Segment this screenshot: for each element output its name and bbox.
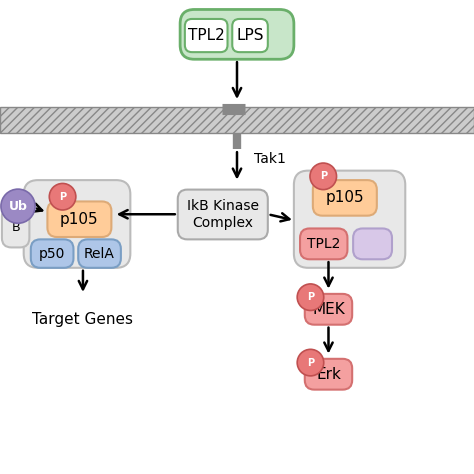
Text: P: P xyxy=(59,191,66,202)
Circle shape xyxy=(310,163,337,190)
FancyBboxPatch shape xyxy=(2,207,29,247)
FancyBboxPatch shape xyxy=(305,359,352,390)
Text: TPL2: TPL2 xyxy=(307,237,340,251)
Text: Ub: Ub xyxy=(9,200,27,213)
Text: P: P xyxy=(307,357,314,368)
Text: MEK: MEK xyxy=(312,302,345,317)
Text: P: P xyxy=(319,171,327,182)
Text: p105: p105 xyxy=(326,191,364,205)
Text: LPS: LPS xyxy=(236,28,264,43)
FancyBboxPatch shape xyxy=(300,228,347,259)
FancyBboxPatch shape xyxy=(31,239,73,268)
FancyBboxPatch shape xyxy=(294,171,405,268)
FancyBboxPatch shape xyxy=(353,228,392,259)
Text: Target Genes: Target Genes xyxy=(32,312,134,328)
Text: B: B xyxy=(11,221,20,234)
Text: p50: p50 xyxy=(39,246,65,261)
Text: Erk: Erk xyxy=(316,367,341,382)
FancyBboxPatch shape xyxy=(180,9,294,59)
Text: Tak1: Tak1 xyxy=(254,152,285,166)
Circle shape xyxy=(49,183,76,210)
Circle shape xyxy=(297,284,324,310)
Circle shape xyxy=(297,349,324,376)
FancyBboxPatch shape xyxy=(178,190,268,239)
Text: TPL2: TPL2 xyxy=(188,28,225,43)
Text: IkB Kinase
Complex: IkB Kinase Complex xyxy=(187,200,259,229)
FancyBboxPatch shape xyxy=(185,19,228,52)
Circle shape xyxy=(1,189,35,223)
FancyBboxPatch shape xyxy=(24,180,130,268)
Text: P: P xyxy=(307,292,314,302)
Text: p105: p105 xyxy=(60,212,99,227)
FancyBboxPatch shape xyxy=(305,294,352,325)
FancyBboxPatch shape xyxy=(78,239,121,268)
FancyBboxPatch shape xyxy=(313,180,377,216)
Text: RelA: RelA xyxy=(84,246,115,261)
FancyBboxPatch shape xyxy=(232,19,268,52)
Bar xyxy=(0,107,474,133)
FancyBboxPatch shape xyxy=(47,201,111,237)
